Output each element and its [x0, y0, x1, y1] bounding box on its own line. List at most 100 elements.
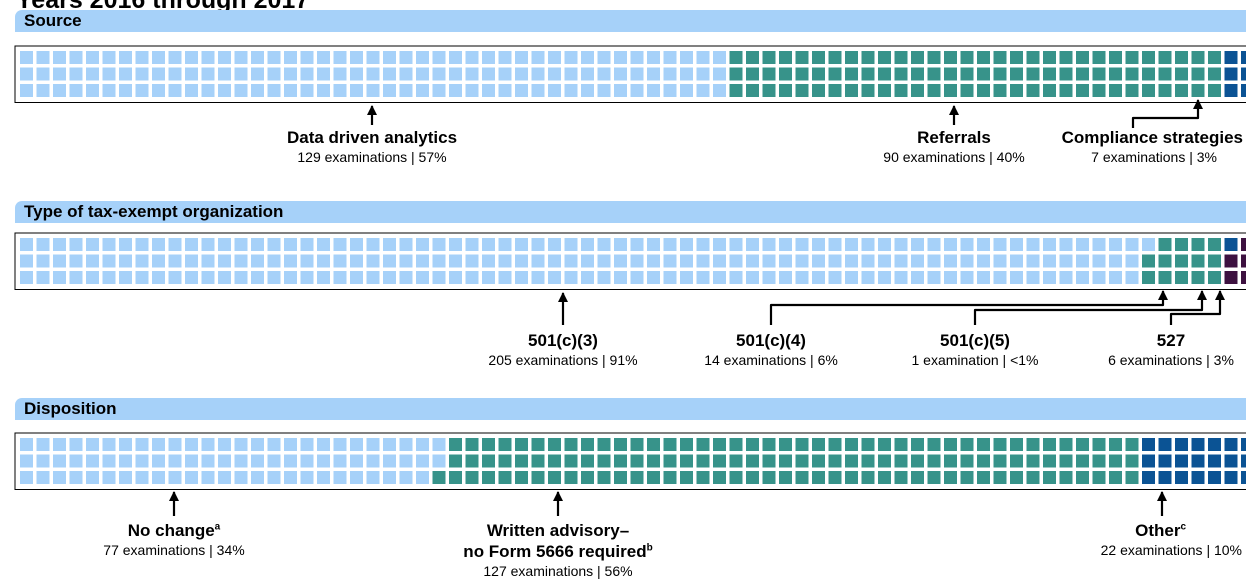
waffle-square [696, 271, 710, 284]
waffle-square [746, 51, 759, 64]
waffle-square [762, 254, 776, 268]
waffle-square [993, 238, 1007, 251]
waffle-square [680, 51, 693, 64]
waffle-square [1059, 254, 1073, 268]
waffle-square [366, 67, 380, 81]
waffle-square [647, 454, 660, 468]
waffle-square [1208, 454, 1221, 468]
waffle-square [383, 271, 396, 284]
waffle-square [1076, 67, 1089, 81]
waffle-square [1026, 471, 1040, 484]
waffle-square [152, 454, 165, 468]
waffle-square [333, 51, 347, 64]
waffle-square [1043, 438, 1056, 451]
waffle-square [696, 471, 710, 484]
waffle-square [69, 471, 83, 484]
waffle-square [729, 271, 743, 284]
waffle-square [993, 271, 1007, 284]
waffle-square [152, 271, 165, 284]
waffle-square [1224, 51, 1238, 64]
waffle-square [449, 454, 462, 468]
waffle-square [300, 438, 314, 451]
waffle-square [432, 454, 446, 468]
waffle-square [894, 51, 908, 64]
waffle-square [53, 438, 66, 451]
waffle-square [1026, 254, 1040, 268]
waffle-square [284, 471, 297, 484]
waffle-square [1142, 254, 1155, 268]
waffle-square [1026, 238, 1040, 251]
waffle-square [201, 238, 215, 251]
waffle-square [135, 67, 149, 81]
waffle-square [630, 271, 644, 284]
waffle-square [1043, 51, 1056, 64]
waffle-square [548, 238, 561, 251]
waffle-square [317, 238, 330, 251]
waffle-square [218, 84, 231, 97]
waffle-square [1125, 254, 1139, 268]
waffle-square [713, 271, 726, 284]
waffle-square [300, 471, 314, 484]
waffle-square [185, 51, 198, 64]
waffle-square [861, 51, 875, 64]
waffle-square [185, 238, 198, 251]
waffle-square [218, 438, 231, 451]
waffle-square [1059, 67, 1073, 81]
waffle-square [1109, 438, 1122, 451]
waffle-square [465, 67, 479, 81]
category-title-line1: Written advisory– [486, 521, 630, 540]
waffle-square [911, 67, 924, 81]
waffle-square [1175, 454, 1188, 468]
category-sub: 90 examinations | 40% [883, 149, 1025, 165]
waffle-square [680, 438, 693, 451]
label-no-change: No changea 77 examinations | 34% [103, 520, 244, 559]
waffle-square [53, 238, 66, 251]
waffle-square [416, 51, 429, 64]
waffle-square [861, 238, 875, 251]
waffle-square [647, 51, 660, 64]
waffle-square [927, 51, 941, 64]
waffle-square [432, 438, 446, 451]
category-sub: 77 examinations | 34% [103, 542, 245, 558]
waffle-square [333, 67, 347, 81]
waffle-square [515, 271, 528, 284]
waffle-square [251, 67, 264, 81]
waffle-square [333, 254, 347, 268]
waffle-square [383, 51, 396, 64]
waffle-square [977, 238, 990, 251]
waffle-square [680, 271, 693, 284]
waffle-square [861, 438, 875, 451]
category-title: 501(c)(5) [940, 331, 1010, 350]
waffle-square [515, 67, 528, 81]
waffle-square [53, 84, 66, 97]
waffle-square [1026, 271, 1040, 284]
waffle-square [185, 67, 198, 81]
waffle-square [1208, 84, 1221, 97]
waffle-square [911, 471, 924, 484]
waffle-square [762, 51, 776, 64]
waffle-square [614, 271, 627, 284]
waffle-square [53, 471, 66, 484]
waffle-square [1076, 471, 1089, 484]
waffle-square [1158, 471, 1172, 484]
waffle-square [911, 438, 924, 451]
waffle-square [696, 438, 710, 451]
waffle-square [614, 84, 627, 97]
category-sub: 14 examinations | 6% [704, 352, 838, 368]
waffle-square [36, 51, 50, 64]
waffle-square [531, 84, 545, 97]
waffle-square [69, 254, 83, 268]
waffle-square [1208, 51, 1221, 64]
waffle-square [1076, 84, 1089, 97]
waffle-square [630, 67, 644, 81]
waffle-square [927, 471, 941, 484]
waffle-square [795, 271, 809, 284]
waffle-square [663, 271, 677, 284]
waffle-square [812, 84, 825, 97]
waffle-square [69, 84, 83, 97]
waffle-square [1224, 438, 1238, 451]
waffle-square [69, 238, 83, 251]
waffle-square [1076, 238, 1089, 251]
waffle-square [267, 51, 281, 64]
